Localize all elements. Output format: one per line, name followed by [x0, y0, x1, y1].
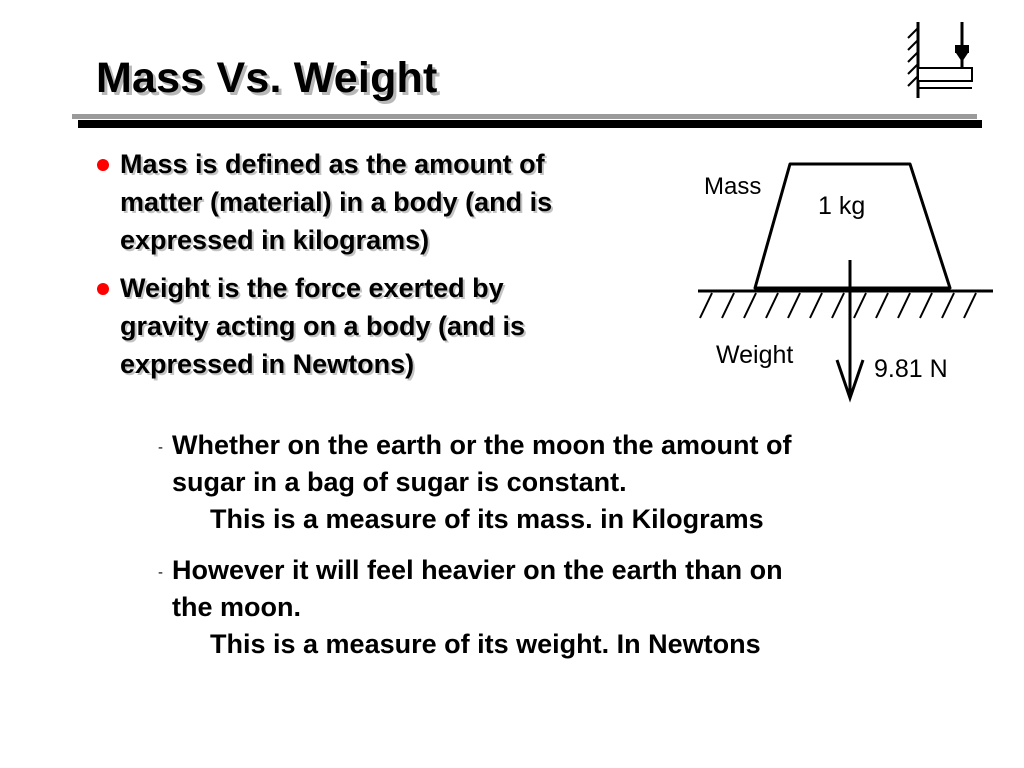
sub-point-weight: - However it will feel heavier on the ea… [158, 552, 978, 663]
dash-marker: - [158, 564, 163, 581]
bullet-line: Weight is the force exerted by [120, 273, 504, 303]
mass-weight-diagram: Mass 1 kg Weight 9.81 N [698, 162, 993, 403]
bullet-line: matter (material) in a body (and is [120, 187, 553, 217]
sub-point-line: the moon. [172, 592, 301, 622]
title-rule [78, 120, 982, 128]
sub-point-line: Whether on the earth or the moon the amo… [172, 430, 792, 460]
dash-marker: - [158, 439, 163, 456]
bullet-weight: Weight is the force exerted by gravity a… [94, 269, 694, 383]
sub-point-line: However it will feel heavier on the eart… [172, 555, 783, 585]
ground-and-spring-logo-icon [907, 22, 973, 98]
bullet-line: expressed in Newtons) [120, 349, 415, 379]
slide-title: Mass Vs. Weight [96, 54, 438, 102]
weight-label: Weight [716, 341, 793, 369]
bullet-mass: Mass is defined as the amount of matter … [94, 145, 694, 259]
sub-point-mass: - Whether on the earth or the moon the a… [158, 427, 978, 538]
red-dot-bullet-icon [97, 159, 109, 171]
weight-value: 9.81 N [874, 355, 948, 383]
sub-point-line: sugar in a bag of sugar is constant. [172, 467, 627, 497]
sub-point-note: This is a measure of its weight. In Newt… [210, 629, 761, 659]
mass-block [753, 162, 952, 290]
bullet-line: Mass is defined as the amount of [120, 149, 545, 179]
red-dot-bullet-icon [97, 283, 109, 295]
title-rule-shadow [72, 114, 977, 119]
bullet-line: gravity acting on a body (and is [120, 311, 526, 341]
mass-label: Mass [704, 173, 761, 200]
bullet-list: Mass is defined as the amount of matter … [94, 145, 694, 393]
down-arrow-icon [835, 260, 865, 403]
ground-hatching [699, 292, 977, 319]
bullet-line: expressed in kilograms) [120, 225, 430, 255]
sub-point-note: This is a measure of its mass. in Kilogr… [210, 504, 764, 534]
mass-value: 1 kg [818, 192, 865, 220]
